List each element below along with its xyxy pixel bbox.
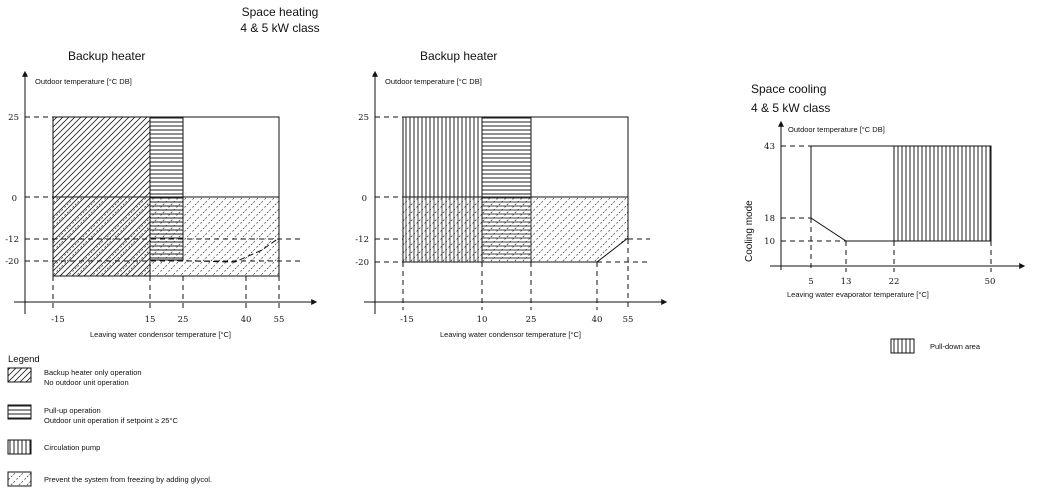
region-pull-up-low — [481, 196, 532, 263]
region-normal — [530, 116, 629, 198]
chart-right-y-tick: 10 — [764, 237, 775, 247]
main-title-line1: Space heating — [242, 5, 319, 19]
chart-left-x-tick: -15 — [51, 315, 65, 325]
chart-right-side-label: Cooling mode — [744, 200, 755, 262]
chart-middle-x-tick: 10 — [477, 315, 488, 325]
chart-right-x-tick: 13 — [841, 277, 852, 287]
region-normal — [182, 116, 280, 198]
legend-swatch-glycol — [7, 471, 32, 487]
chart-middle-x-tick: 55 — [623, 315, 634, 325]
chart-left-x-tick: 15 — [145, 315, 156, 325]
legend-item-sublabel: No outdoor unit operation — [44, 378, 129, 387]
chart-middle-title: Backup heater — [420, 49, 497, 63]
chart-middle-y-tick: 25 — [358, 113, 369, 123]
chart-middle-x-label: Leaving water condensor temperature [°C] — [440, 330, 581, 339]
chart-left-title: Backup heater — [68, 49, 145, 63]
legend-item-label: Prevent the system from freezing by addi… — [44, 475, 212, 484]
chart-left-y-tick: 25 — [8, 113, 19, 123]
chart-left: Backup heater Outdoor temperature [°C DB… — [5, 49, 318, 339]
legend-swatch-pull-up — [7, 404, 32, 420]
chart-right-title-line2: 4 & 5 kW class — [751, 101, 830, 115]
chart-left-x-label: Leaving water condensor temperature [°C] — [90, 330, 231, 339]
chart-left-y-tick: 0 — [12, 194, 17, 204]
chart-middle-y-tick: -12 — [355, 235, 369, 245]
legend-item-sublabel: Outdoor unit operation if setpoint ≥ 25°… — [44, 416, 178, 425]
chart-left-y-label: Outdoor temperature [°C DB] — [35, 77, 132, 86]
chart-right-y-label: Outdoor temperature [°C DB] — [788, 125, 885, 134]
chart-middle-y-tick: -20 — [355, 258, 369, 268]
chart-right-x-tick: 22 — [889, 277, 900, 287]
chart-left-y-tick: -20 — [5, 257, 19, 267]
main-title-line2: 4 & 5 kW class — [240, 21, 319, 35]
chart-middle: Backup heater Outdoor temperature [°C DB… — [355, 49, 668, 339]
chart-left-boundary — [149, 237, 280, 263]
chart-right: Space cooling 4 & 5 kW class Outdoor tem… — [744, 82, 1026, 354]
chart-right-x-tick: 5 — [808, 277, 813, 287]
chart-middle-x-tick: 25 — [526, 315, 537, 325]
region-pull-up — [481, 116, 532, 198]
legend-item-label: Circulation pump — [44, 443, 100, 452]
region-pull-down — [893, 145, 992, 242]
region-backup-only-low — [52, 196, 151, 277]
chart-left-y-tick: -12 — [5, 235, 19, 245]
chart-middle-x-tick: 40 — [592, 315, 603, 325]
region-circulation-pump — [402, 116, 483, 198]
pull-down-legend-swatch — [890, 338, 915, 354]
legend-item-label: Backup heater only operation — [44, 368, 142, 377]
chart-right-y-tick: 18 — [764, 214, 775, 224]
chart-left-x-tick: 55 — [274, 315, 285, 325]
chart-middle-y-label: Outdoor temperature [°C DB] — [385, 77, 482, 86]
legend: Legend Backup heater only operation No o… — [7, 354, 212, 487]
region-backup-only — [52, 116, 151, 198]
legend-heading: Legend — [8, 354, 40, 365]
region-pull-up — [149, 116, 184, 198]
chart-left-x-tick: 40 — [241, 315, 252, 325]
chart-right-title-line1: Space cooling — [751, 82, 826, 96]
region-pull-up-low — [149, 196, 184, 261]
chart-left-x-tick: 25 — [178, 315, 189, 325]
chart-right-x-tick: 50 — [985, 277, 996, 287]
legend-item-label: Pull-up operation — [44, 406, 101, 415]
chart-middle-x-tick: -15 — [400, 315, 414, 325]
chart-middle-y-tick: 0 — [362, 194, 367, 204]
legend-swatch-circulation — [7, 439, 32, 455]
chart-right-x-label: Leaving water evaporator temperature [°C… — [787, 290, 929, 299]
chart-right-y-tick: 43 — [764, 142, 775, 152]
region-circulation-pump-low — [402, 196, 483, 263]
legend-swatch-backup — [7, 367, 32, 383]
pull-down-legend-label: Pull-down area — [930, 342, 981, 351]
